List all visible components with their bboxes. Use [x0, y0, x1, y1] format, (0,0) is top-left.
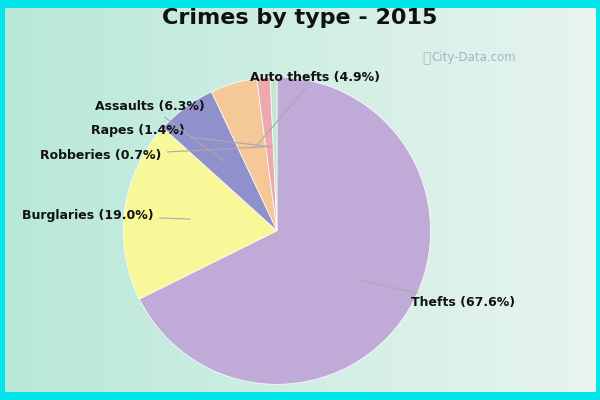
- Wedge shape: [211, 78, 277, 231]
- Text: Rapes (1.4%): Rapes (1.4%): [91, 124, 267, 146]
- Text: Assaults (6.3%): Assaults (6.3%): [95, 100, 224, 161]
- Text: Burglaries (19.0%): Burglaries (19.0%): [22, 209, 190, 222]
- Text: City-Data.com: City-Data.com: [431, 52, 517, 64]
- Wedge shape: [270, 77, 277, 231]
- Wedge shape: [163, 92, 277, 231]
- Text: ⓘ: ⓘ: [422, 51, 430, 65]
- Wedge shape: [139, 77, 431, 384]
- Wedge shape: [257, 77, 277, 231]
- Text: Robberies (0.7%): Robberies (0.7%): [40, 146, 272, 162]
- Wedge shape: [124, 128, 277, 299]
- Text: Thefts (67.6%): Thefts (67.6%): [358, 280, 515, 310]
- Text: Auto thefts (4.9%): Auto thefts (4.9%): [250, 71, 380, 148]
- Text: Crimes by type - 2015: Crimes by type - 2015: [163, 8, 437, 28]
